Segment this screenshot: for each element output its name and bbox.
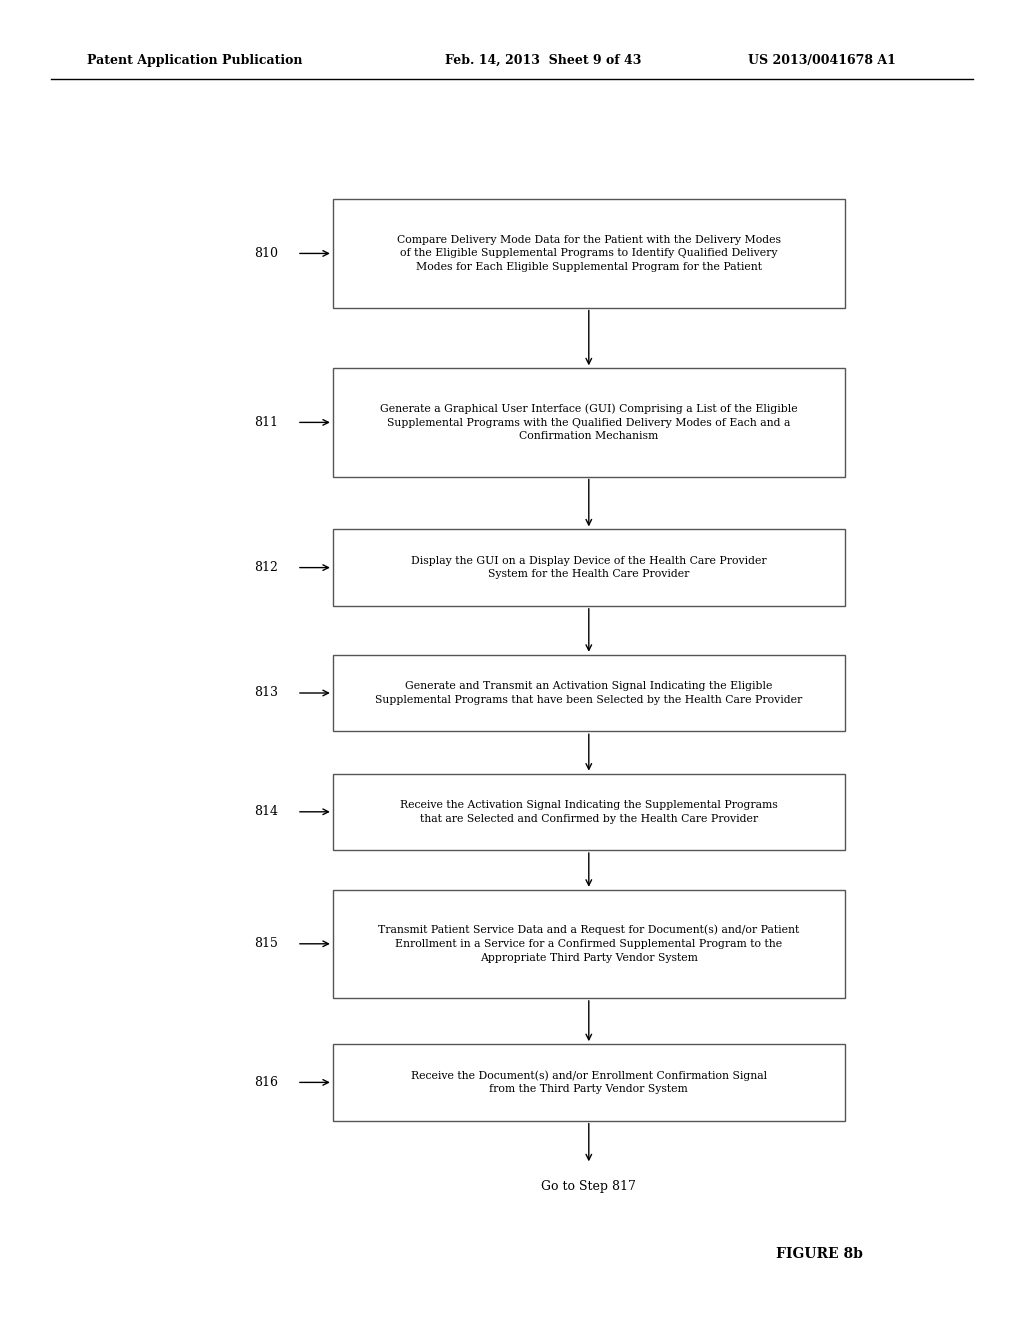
- Text: Compare Delivery Mode Data for the Patient with the Delivery Modes
of the Eligib: Compare Delivery Mode Data for the Patie…: [396, 235, 780, 272]
- Text: Generate and Transmit an Activation Signal Indicating the Eligible
Supplemental : Generate and Transmit an Activation Sign…: [375, 681, 803, 705]
- Text: US 2013/0041678 A1: US 2013/0041678 A1: [748, 54, 895, 67]
- Text: Generate a Graphical User Interface (GUI) Comprising a List of the Eligible
Supp: Generate a Graphical User Interface (GUI…: [380, 404, 798, 441]
- Text: 811: 811: [254, 416, 279, 429]
- Text: 814: 814: [254, 805, 279, 818]
- Bar: [333, 774, 845, 850]
- Text: Receive the Document(s) and/or Enrollment Confirmation Signal
from the Third Par: Receive the Document(s) and/or Enrollmen…: [411, 1071, 767, 1094]
- Text: 810: 810: [254, 247, 279, 260]
- Text: Display the GUI on a Display Device of the Health Care Provider
System for the H: Display the GUI on a Display Device of t…: [411, 556, 767, 579]
- Bar: [333, 655, 845, 731]
- Bar: [333, 368, 845, 477]
- Text: 812: 812: [254, 561, 279, 574]
- Bar: [333, 890, 845, 998]
- Bar: [333, 529, 845, 606]
- Text: Go to Step 817: Go to Step 817: [542, 1180, 636, 1193]
- Text: 813: 813: [254, 686, 279, 700]
- Text: Feb. 14, 2013  Sheet 9 of 43: Feb. 14, 2013 Sheet 9 of 43: [445, 54, 642, 67]
- Text: Receive the Activation Signal Indicating the Supplemental Programs
that are Sele: Receive the Activation Signal Indicating…: [400, 800, 777, 824]
- Text: 815: 815: [254, 937, 279, 950]
- Bar: [333, 199, 845, 308]
- Text: Transmit Patient Service Data and a Request for Document(s) and/or Patient
Enrol: Transmit Patient Service Data and a Requ…: [378, 925, 800, 962]
- Bar: [333, 1044, 845, 1121]
- Text: FIGURE 8b: FIGURE 8b: [776, 1247, 862, 1261]
- Text: 816: 816: [254, 1076, 279, 1089]
- Text: Patent Application Publication: Patent Application Publication: [87, 54, 302, 67]
